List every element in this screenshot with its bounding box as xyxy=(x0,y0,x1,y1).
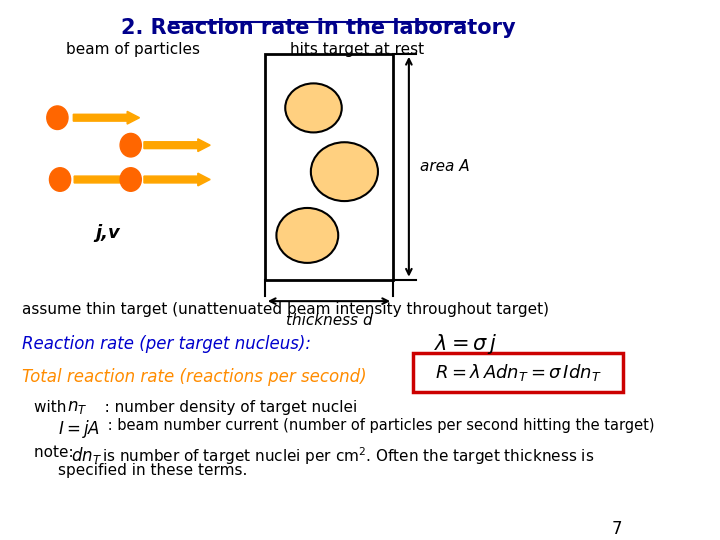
Circle shape xyxy=(120,133,141,157)
Circle shape xyxy=(47,106,68,130)
Text: hits target at rest: hits target at rest xyxy=(289,42,424,57)
FancyArrow shape xyxy=(74,173,140,186)
Text: $\mathbf{\mathit{dn_T}}$: $\mathbf{\mathit{dn_T}}$ xyxy=(71,446,102,467)
Text: beam of particles: beam of particles xyxy=(66,42,200,57)
Text: note:: note: xyxy=(34,446,78,460)
FancyArrow shape xyxy=(144,139,210,152)
FancyArrow shape xyxy=(144,173,210,186)
Text: $R = \lambda \, A d n_T = \sigma \, I d n_T$: $R = \lambda \, A d n_T = \sigma \, I d … xyxy=(435,362,602,383)
Text: assume thin target (unattenuated beam intensity throughout target): assume thin target (unattenuated beam in… xyxy=(22,302,549,317)
Bar xyxy=(265,54,393,280)
Text: thickness d: thickness d xyxy=(286,313,372,328)
Text: j,v: j,v xyxy=(95,224,120,242)
Text: specified in these terms.: specified in these terms. xyxy=(58,463,248,478)
Text: Reaction rate (per target nucleus):: Reaction rate (per target nucleus): xyxy=(22,335,311,354)
Ellipse shape xyxy=(276,208,338,263)
Text: 7: 7 xyxy=(612,520,623,538)
Text: $\mathbf{\mathit{I = jA}}$: $\mathbf{\mathit{I = jA}}$ xyxy=(58,418,101,440)
Text: area A: area A xyxy=(420,159,470,174)
Ellipse shape xyxy=(285,83,342,132)
Text: : beam number current (number of particles per second hitting the target): : beam number current (number of particl… xyxy=(104,418,654,433)
Text: : number density of target nuclei: : number density of target nuclei xyxy=(90,400,357,415)
Circle shape xyxy=(50,168,71,191)
Text: with: with xyxy=(34,400,71,415)
FancyArrow shape xyxy=(73,111,140,124)
Ellipse shape xyxy=(311,142,378,201)
Text: Total reaction rate (reactions per second): Total reaction rate (reactions per secon… xyxy=(22,368,366,386)
Text: is number of target nuclei per cm$^2$. Often the target thickness is: is number of target nuclei per cm$^2$. O… xyxy=(102,446,594,467)
Text: $\lambda = \sigma \, j$: $\lambda = \sigma \, j$ xyxy=(434,332,498,355)
Bar xyxy=(413,353,624,393)
Text: $\mathbf{\mathit{n_T}}$: $\mathbf{\mathit{n_T}}$ xyxy=(67,399,88,416)
Text: 2. Reaction rate in the laboratory: 2. Reaction rate in the laboratory xyxy=(121,18,516,38)
Circle shape xyxy=(120,168,141,191)
